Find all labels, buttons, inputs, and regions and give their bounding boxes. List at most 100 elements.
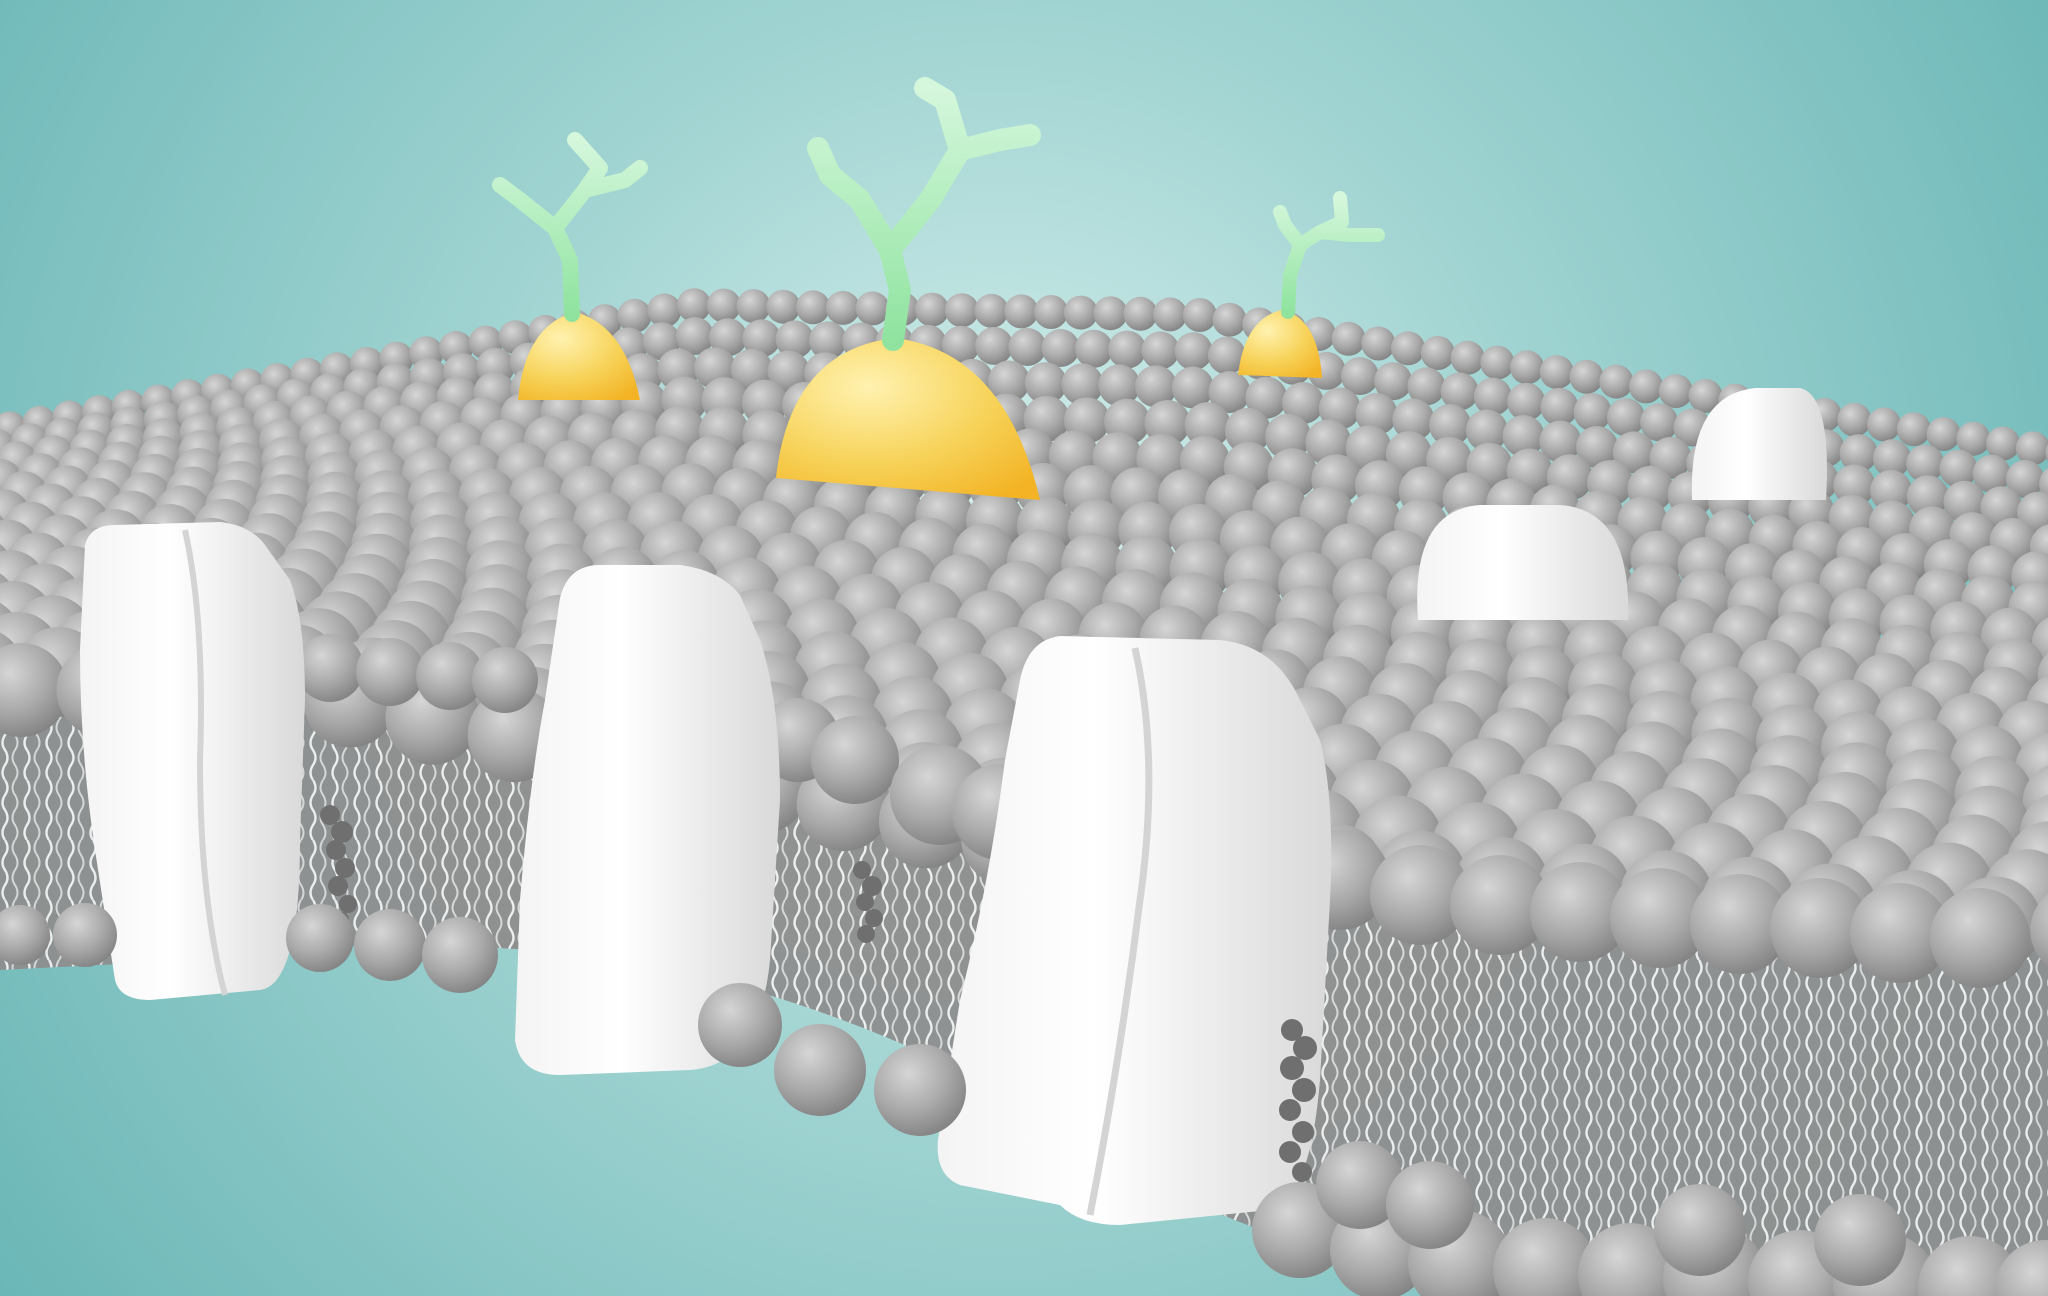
lipid-head-icon [1392, 398, 1435, 441]
lipid-head-icon [1135, 365, 1177, 408]
protein-groove [1086, 647, 1153, 1216]
protein-groove [182, 529, 228, 996]
lipid-head-icon [1629, 369, 1663, 404]
lipid-head-icon [416, 642, 484, 710]
lipid-head-icon [1355, 393, 1398, 435]
lipid-head-icon [1540, 387, 1579, 426]
lipid-head-icon [1480, 345, 1515, 380]
lipid-head-icon [855, 291, 890, 326]
lipid-head-icon [1212, 302, 1247, 337]
lipid-head-icon [1318, 387, 1361, 430]
lipid-head-icon [1906, 444, 1945, 483]
lipid-head-icon [675, 317, 714, 356]
lipid-head-icon [0, 643, 69, 737]
lipid-head-icon [698, 983, 782, 1067]
lipid-head-icon [1943, 480, 1986, 523]
glycoprotein-right [1238, 191, 1385, 378]
lipid-head-icon [1995, 1240, 2048, 1296]
lipid-head-icon [1108, 330, 1147, 369]
lipid-head-icon [677, 288, 711, 323]
lipid-head-icon [472, 647, 538, 713]
lipid-head-icon [1872, 439, 1911, 478]
lipid-head-icon [1507, 382, 1546, 421]
lipid-head-icon [1361, 326, 1396, 361]
lipid-head-icon [1599, 364, 1634, 399]
lipid-head-icon [1450, 855, 1550, 955]
lipid-head-icon [1688, 378, 1723, 413]
lipid-head-icon [1530, 862, 1630, 962]
lipid-head-icon [1930, 888, 2030, 988]
lipid-head-icon [2030, 893, 2048, 967]
cholesterol-cluster-3 [1279, 1019, 1317, 1182]
lipid-head-icon [356, 638, 424, 706]
lipid-head-icon [706, 288, 741, 323]
cholesterol-icon [853, 861, 871, 879]
lower-leaflet-lipid-heads [0, 903, 2048, 1296]
lipid-head-icon [808, 321, 847, 360]
transmembrane-protein-3 [937, 636, 1332, 1225]
lipid-head-icon [1770, 878, 1870, 978]
lipid-head-icon [1245, 376, 1288, 419]
lipid-head-icon [1502, 415, 1545, 457]
lipid-head-icon [1606, 398, 1645, 437]
lipid-head-icon [1833, 464, 1876, 507]
lipid-head-icon [2015, 431, 2048, 466]
lipid-head-icon [1345, 425, 1392, 472]
lipid-head-icon [1008, 328, 1047, 366]
lipid-head-icon [1658, 374, 1693, 409]
protein-bump-icon [1691, 388, 1827, 500]
carbohydrate-chain-icon [492, 132, 648, 322]
lipid-head-icon [1370, 845, 1470, 945]
lipid-head-icon [874, 1044, 966, 1136]
lipid-head-icon [774, 1024, 866, 1116]
lipid-head-icon [1123, 296, 1158, 331]
lipid-head-icon [944, 293, 979, 328]
lipid-head-icon [1980, 486, 2023, 529]
lipid-head-icon [1004, 294, 1039, 329]
lipid-head-icon [1956, 421, 1991, 456]
lipid-head-icon [286, 904, 354, 972]
lipid-head-icon [2005, 459, 2044, 498]
lipid-head-icon [1986, 426, 2020, 461]
lipid-head-icon [296, 634, 364, 702]
lipid-head-icon [825, 290, 860, 325]
carbohydrate-chain-icon [807, 77, 1041, 351]
glycoprotein-center [776, 77, 1041, 500]
lipid-head-icon [1034, 295, 1068, 329]
lipid-head-icon [1041, 329, 1080, 367]
glycoprotein-left [492, 132, 648, 400]
lipid-head-icon [1098, 364, 1141, 407]
lipid-head-icon [811, 716, 899, 804]
lipid-head-icon [1331, 321, 1366, 356]
lipid-head-icon [422, 917, 498, 993]
lipid-head-icon [53, 903, 117, 967]
cholesterol-icon [1281, 1019, 1303, 1041]
lipid-head-icon [1972, 454, 2011, 493]
lipid-head-icon [1386, 1161, 1474, 1249]
lipid-head-icon [1153, 297, 1187, 332]
lipid-head-icon [1207, 336, 1246, 375]
lipid-head-icon [1939, 449, 1978, 488]
lipid-head-icon [1093, 296, 1128, 331]
transmembrane-protein-1 [80, 522, 305, 1000]
lipid-head-icon [766, 289, 801, 324]
lipid-head-icon [1305, 419, 1352, 466]
lipid-head-icon [767, 350, 810, 393]
lipid-head-icon [1539, 355, 1574, 390]
peripheral-protein-1 [1417, 505, 1629, 620]
lipid-head-icon [1510, 350, 1544, 385]
cholesterol-cluster-2 [853, 861, 883, 943]
lipid-head-icon [1906, 475, 1949, 518]
protein-block-icon [80, 522, 305, 1000]
lipid-head-icon [1850, 883, 1950, 983]
lipid-head-icon [617, 298, 652, 333]
lipid-head-icon [1061, 363, 1104, 406]
lipid-head-icon [742, 319, 781, 358]
lipid-head-icon [1576, 426, 1618, 468]
lipid-head-icon [1074, 329, 1113, 368]
lipid-head-icon [775, 320, 814, 359]
glycoprotein-icon [776, 338, 1040, 500]
lipid-head-icon [1493, 1218, 1597, 1296]
lipid-head-icon [0, 905, 50, 965]
